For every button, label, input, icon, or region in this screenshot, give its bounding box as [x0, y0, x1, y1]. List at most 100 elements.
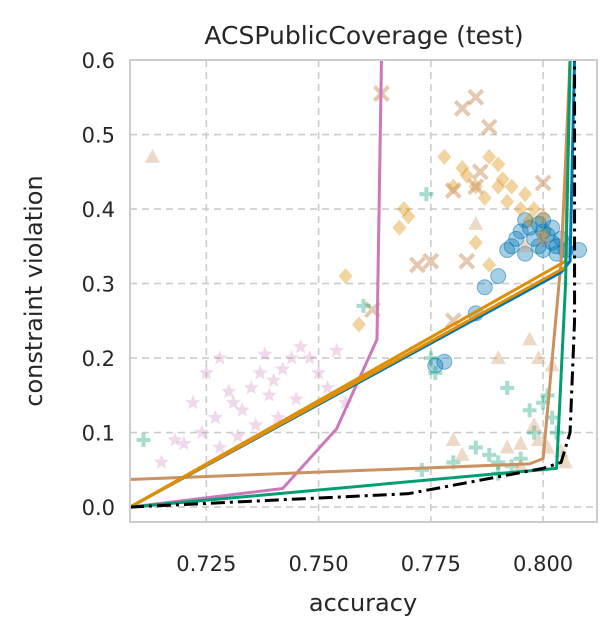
- y-tick-label: 0.4: [82, 198, 115, 222]
- scatter-point-triangle: [144, 148, 160, 163]
- scatter-point-star: [194, 424, 210, 440]
- scatter-point-triangle: [531, 432, 547, 447]
- series-line-dark: [130, 60, 577, 509]
- scatter-point-circle: [499, 242, 516, 259]
- scatter-point-diamond: [446, 178, 461, 195]
- scatter-point-diamond: [455, 160, 470, 177]
- scatter-point-circle: [508, 230, 525, 247]
- scatter-point-plus: [423, 351, 438, 366]
- scatter-point-plus: [356, 298, 371, 313]
- scatter-point-diamond: [527, 201, 542, 218]
- scatter-point-plus: [549, 425, 564, 440]
- scatter-point-x: [453, 100, 471, 117]
- scatter-point-star: [310, 364, 327, 380]
- scatter-point-triangle: [526, 417, 542, 432]
- scatter-point-diamond: [482, 148, 497, 165]
- scatter-point-circle: [476, 279, 493, 296]
- series-line-pink: [130, 59, 383, 509]
- scatter-point-circle: [436, 353, 453, 370]
- scatter-point-star: [257, 346, 273, 361]
- scatter-point-x: [534, 174, 552, 192]
- series-line-brown: [130, 59, 572, 482]
- scatter-point-diamond: [338, 268, 353, 285]
- scatter-point-diamond: [500, 193, 515, 210]
- scatter-point-diamond: [518, 186, 533, 203]
- scatter-point-star: [212, 350, 228, 365]
- scatter-point-triangle: [531, 350, 547, 365]
- scatter-point-triangle: [513, 435, 529, 450]
- scatter-point-circle: [512, 223, 529, 240]
- scatter-point-x: [408, 256, 426, 274]
- scatter-point-star: [167, 432, 183, 447]
- scatter-point-star: [248, 417, 264, 432]
- scatter-point-circle: [490, 268, 507, 285]
- scatter-point-diamond: [401, 208, 416, 225]
- y-tick-labels: 0.0 0.1 0.2 0.3 0.4 0.5 0.6: [82, 49, 115, 520]
- scatter-point-star: [225, 394, 241, 410]
- scatter-point-star: [302, 350, 318, 365]
- scatter-point-star: [198, 364, 214, 380]
- scatter-point-x: [422, 252, 440, 270]
- scatter-point-diamond: [352, 316, 367, 333]
- scatter-point-star: [284, 350, 300, 365]
- scatter-point-diamond: [522, 212, 537, 229]
- y-tick-label: 0.2: [82, 347, 115, 371]
- scatter-point-x: [467, 88, 485, 106]
- scatter-point-star: [207, 409, 223, 425]
- scatter-point-star: [266, 372, 282, 387]
- plot-area: [130, 59, 588, 509]
- scatter-point-diamond: [513, 201, 528, 218]
- scatter-point-diamond: [437, 148, 452, 165]
- scatter-point-circle: [526, 230, 543, 247]
- scatter-point-circle: [544, 219, 561, 236]
- scatter-point-star: [212, 439, 228, 454]
- scatter-point-star: [337, 394, 354, 410]
- scatter-point-circle: [427, 357, 444, 374]
- series-line-green: [130, 59, 572, 509]
- scatter-point-star: [275, 361, 291, 376]
- x-tick-label: 0.775: [401, 552, 461, 576]
- scatter-point-circle: [530, 238, 547, 255]
- x-tick-label: 0.800: [513, 552, 573, 576]
- scatter-point-triangle: [454, 446, 470, 461]
- y-axis-label: constraint violation: [20, 175, 48, 406]
- scatter-point-star: [234, 402, 250, 417]
- y-tick-label: 0.1: [82, 422, 115, 446]
- scatter-point-plus: [468, 440, 483, 455]
- y-tick-label: 0.0: [82, 496, 115, 520]
- scatter-point-diamond: [495, 171, 510, 188]
- scatter-point-triangle: [522, 331, 538, 346]
- scatter-point-plus: [500, 380, 515, 395]
- scatter-point-triangle: [535, 230, 551, 245]
- scatter-point-plus: [491, 455, 506, 470]
- scatter-point-plus: [527, 425, 542, 440]
- scatter-point-circle: [517, 245, 534, 262]
- scatter-point-x: [467, 178, 485, 196]
- x-tick-label: 0.750: [289, 552, 349, 576]
- scatter-point-triangle: [558, 454, 574, 469]
- scatter-point-diamond: [491, 156, 506, 173]
- scatter-point-diamond: [482, 256, 497, 273]
- scatter-point-plus: [136, 433, 151, 448]
- scatter-point-star: [319, 379, 336, 395]
- x-tick-labels: 0.725 0.750 0.775 0.800: [176, 552, 573, 576]
- scatter-point-star: [261, 387, 277, 402]
- scatter-point-plus: [482, 447, 497, 462]
- chart-title: ACSPublicCoverage (test): [204, 21, 523, 50]
- scatter-point-triangle: [517, 238, 533, 253]
- y-tick-label: 0.5: [82, 124, 115, 148]
- scatter-point-star: [153, 454, 170, 469]
- scatter-point-triangle: [499, 439, 515, 454]
- scatter-point-triangle: [468, 215, 484, 230]
- scatter-point-star: [270, 409, 286, 425]
- scatter-point-diamond: [491, 178, 506, 195]
- scatter-point-x: [480, 118, 498, 136]
- scatter-point-star: [230, 428, 246, 443]
- scatter-point-plus: [414, 462, 429, 477]
- scatter-point-x: [444, 181, 462, 199]
- scatter-point-diamond: [536, 227, 551, 244]
- scatter-point-plus: [428, 365, 443, 380]
- scatter-point-x: [458, 252, 476, 270]
- scatter-point-star: [328, 342, 345, 358]
